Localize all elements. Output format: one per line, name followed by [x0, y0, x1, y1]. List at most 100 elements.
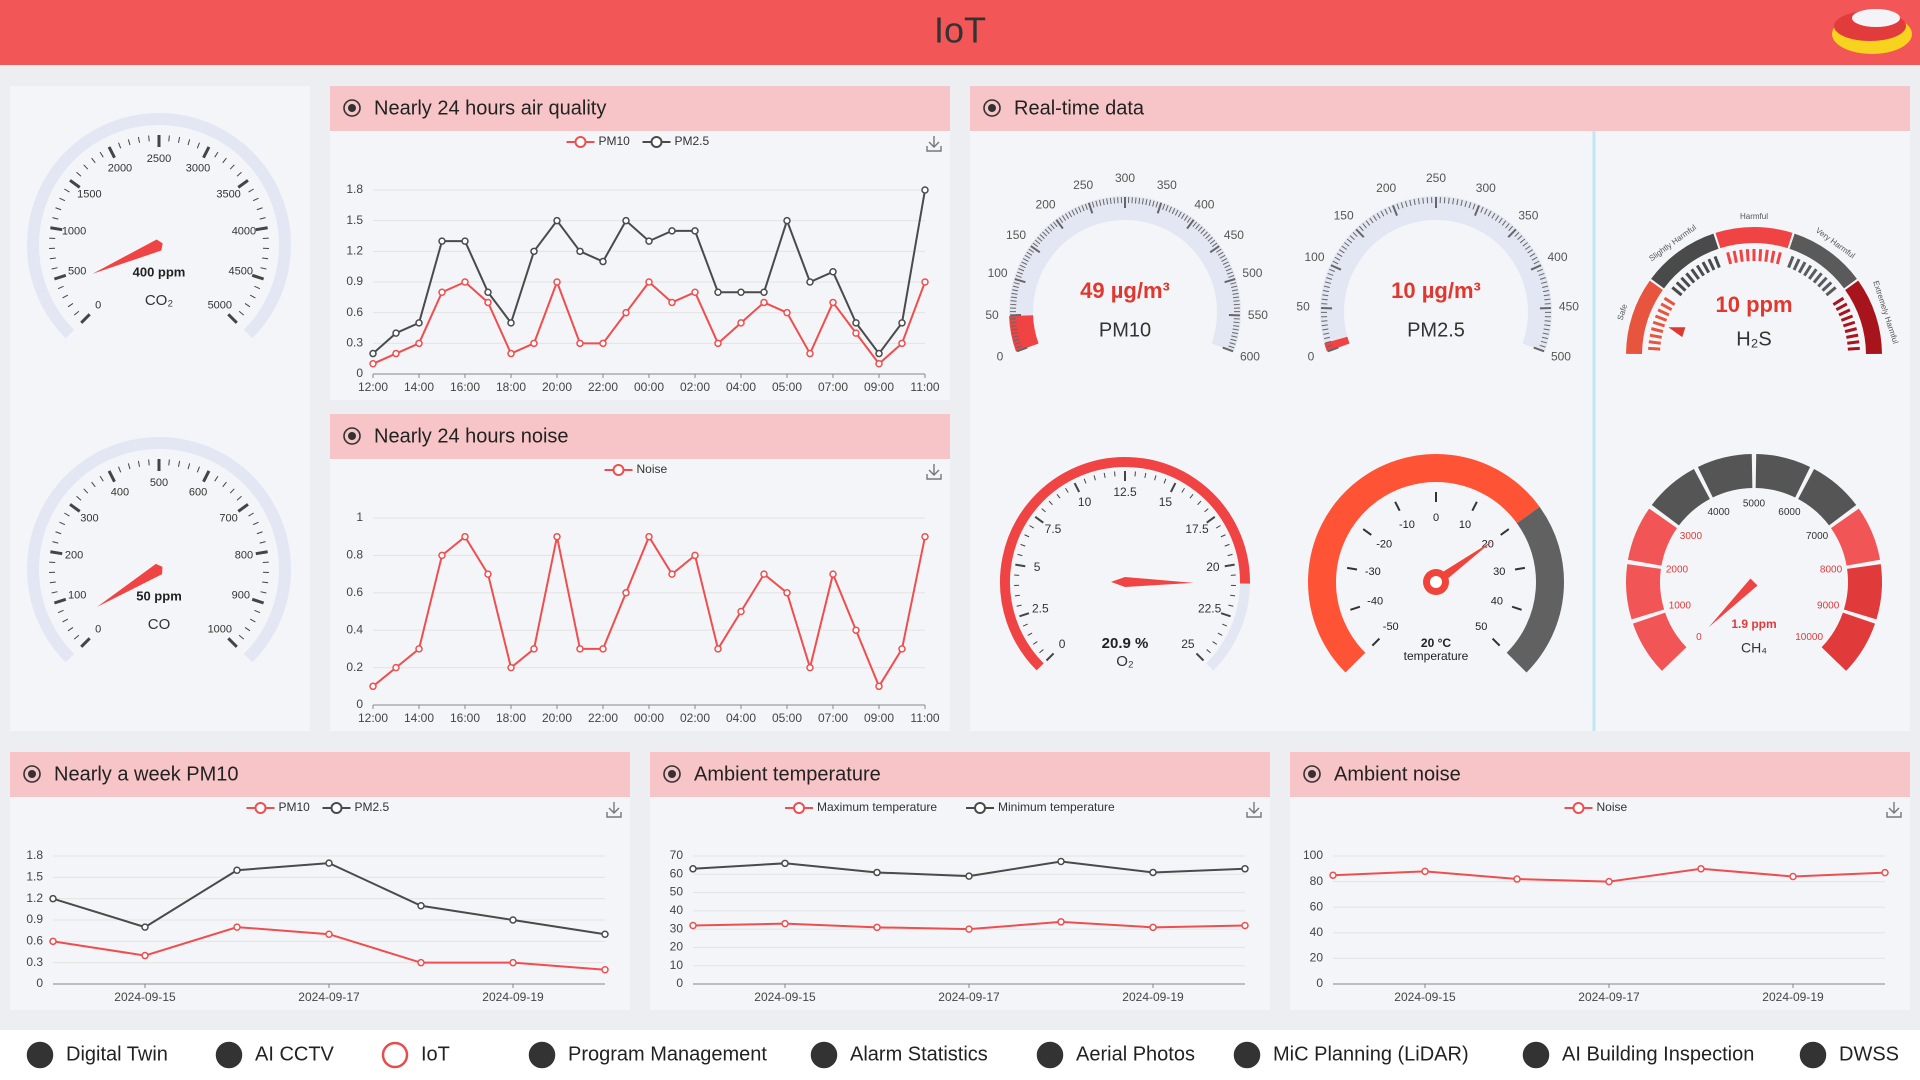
gauge-ring [1009, 196, 1241, 352]
nav-icon[interactable] [381, 1041, 409, 1069]
panel-icon [663, 765, 681, 783]
gauge-tick-label: 600 [1240, 350, 1260, 364]
data-point [507, 319, 515, 327]
download-button[interactable] [926, 136, 942, 152]
gauge-minor-tick [1228, 345, 1235, 349]
nav-icon[interactable] [1233, 1041, 1261, 1069]
gauge-minor-tick [1726, 251, 1733, 265]
data-point [783, 308, 791, 317]
gauge-tick [1511, 605, 1522, 611]
download-button[interactable] [606, 802, 622, 818]
download-button[interactable] [926, 464, 942, 480]
nav-item[interactable]: Alarm Statistics [850, 1043, 988, 1065]
gauge-minor-tick [1011, 331, 1019, 335]
gauge-tick-label: 0 [1059, 637, 1066, 651]
nav-icon[interactable] [26, 1041, 54, 1069]
gauge-minor-tick [1145, 199, 1148, 206]
gauge-minor-tick [177, 460, 181, 467]
gauge-minor-tick [1732, 250, 1738, 263]
gauge-tick-label: 300 [1115, 171, 1135, 185]
gauge-minor-tick [1211, 242, 1218, 248]
data-point [415, 319, 423, 327]
gauge-label: H₂S [1736, 328, 1772, 350]
gauge-minor-tick [168, 459, 170, 466]
legend-label: PM2.5 [355, 800, 390, 814]
y-tick-label: 0.9 [26, 912, 43, 926]
nav-item[interactable]: AI CCTV [255, 1043, 335, 1065]
panel-icon-dot [348, 432, 356, 440]
gauge-minor-tick [1041, 508, 1046, 513]
download-button[interactable] [1886, 802, 1902, 818]
gauge-ring [27, 437, 291, 663]
gauge-minor-tick [1329, 268, 1335, 272]
nav-item[interactable]: IoT [421, 1043, 450, 1065]
gauge-minor-tick [187, 463, 191, 470]
gauge-tick-label: 10 [1078, 495, 1092, 509]
gauge-minor-tick [1324, 336, 1331, 340]
gauge-minor-tick [1498, 217, 1503, 224]
y-tick-label: 1.5 [26, 870, 43, 884]
gauge-minor-tick [1365, 220, 1371, 226]
gauge-pointer [92, 239, 163, 274]
nav-icon[interactable] [1522, 1041, 1550, 1069]
gauge-tick [237, 179, 249, 189]
gauge-minor-tick [1047, 226, 1053, 232]
data-point [875, 682, 883, 691]
nav-icon[interactable] [810, 1041, 838, 1069]
download-button[interactable] [1246, 802, 1262, 818]
gauge-minor-tick [254, 285, 261, 290]
x-tick-label: 22:00 [588, 711, 618, 725]
legend-swatch-dot [793, 802, 805, 814]
gauge-minor-tick [1838, 308, 1851, 317]
nav-item[interactable]: MiC Planning (LiDAR) [1273, 1043, 1469, 1065]
x-tick-label: 2024-09-19 [1762, 990, 1824, 1004]
gauge-tick-label: 500 [1551, 350, 1571, 364]
gauge-minor-tick [137, 136, 141, 143]
nav-item[interactable]: Aerial Photos [1076, 1043, 1195, 1065]
data-point [49, 937, 57, 946]
gauge-minor-tick [148, 459, 150, 466]
gauge-tick [80, 313, 91, 324]
gauge-minor-tick [1217, 251, 1224, 256]
data-point [852, 329, 860, 337]
gauge-tick-label: 10000 [1795, 632, 1823, 643]
nav-icon[interactable] [1036, 1041, 1064, 1069]
nav-icon[interactable] [1799, 1041, 1827, 1069]
gauge-minor-tick [91, 481, 96, 488]
data-point [1329, 871, 1337, 879]
gauge-minor-tick [1186, 217, 1192, 223]
nav-item[interactable]: Program Management [568, 1043, 767, 1065]
data-point [530, 247, 538, 256]
gauge-minor-tick [256, 207, 263, 211]
gauge-minor-tick [1707, 258, 1716, 271]
gauge-minor-tick [1539, 277, 1546, 280]
gauge-minor-tick [1013, 338, 1020, 342]
gauge-progress [1000, 457, 1250, 671]
nav-icon[interactable] [528, 1041, 556, 1069]
data-point [233, 866, 241, 874]
nav-item[interactable]: Digital Twin [66, 1043, 168, 1065]
data-point [509, 958, 517, 967]
gauge-minor-tick [1225, 268, 1232, 272]
gauge-label: PM2.5 [1407, 319, 1465, 341]
gauge-minor-tick [1032, 242, 1039, 248]
x-tick-label: 09:00 [864, 380, 894, 394]
data-point [1149, 868, 1157, 877]
panel-header [1290, 752, 1910, 797]
data-point [417, 902, 425, 910]
gauge-minor-tick [1230, 594, 1236, 597]
gauge-tick-label: 200 [1376, 181, 1396, 195]
legend-label: PM2.5 [675, 134, 710, 148]
y-tick-label: 0 [676, 976, 683, 990]
gauge-minor-tick [51, 591, 58, 594]
gauge-minor-tick [1544, 324, 1551, 327]
gauge-tick-label: 17.5 [1185, 522, 1209, 536]
panel [970, 86, 1910, 731]
nav-item[interactable]: AI Building Inspection [1562, 1043, 1754, 1065]
nav-item[interactable]: DWSS [1839, 1043, 1899, 1065]
gauge-tick-label: 2.5 [1032, 602, 1049, 616]
gauge-minor-tick [1044, 228, 1050, 234]
gauge-minor-tick [1514, 232, 1520, 237]
data-point [622, 589, 630, 597]
nav-icon[interactable] [215, 1041, 243, 1069]
